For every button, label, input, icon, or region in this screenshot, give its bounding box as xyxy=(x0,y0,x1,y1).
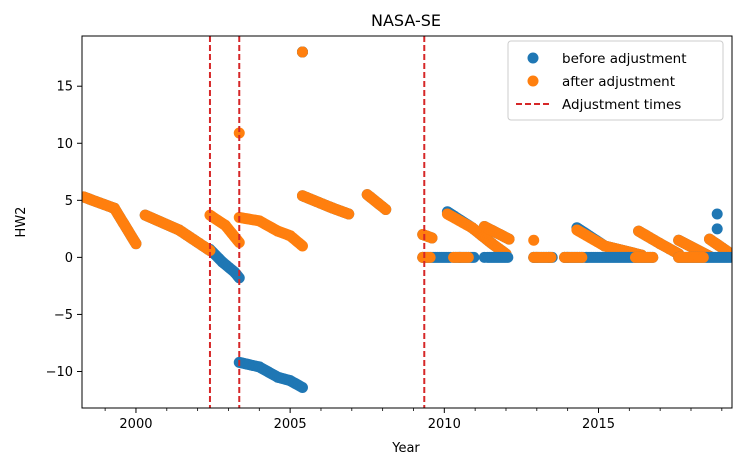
x-tick-label: 2000 xyxy=(119,417,152,432)
data-point xyxy=(130,238,142,250)
y-axis-label: HW2 xyxy=(14,207,29,238)
data-point xyxy=(424,251,436,263)
data-point xyxy=(545,251,557,263)
legend-marker-before xyxy=(527,52,539,64)
marks-layer xyxy=(82,46,732,393)
x-tick-label: 2005 xyxy=(274,417,307,432)
x-tick-label: 2010 xyxy=(428,417,461,432)
adjustment-lines-layer xyxy=(208,36,426,408)
data-point xyxy=(204,245,216,257)
legend: before adjustment after adjustment Adjus… xyxy=(507,40,724,121)
zero-cluster xyxy=(417,251,732,263)
x-tick-label: 2015 xyxy=(582,417,615,432)
y-tick-label: 5 xyxy=(65,194,73,209)
x-axis-label: Year xyxy=(391,441,420,456)
y-tick-label: 0 xyxy=(65,251,73,266)
legend-box xyxy=(507,40,724,121)
data-point xyxy=(296,46,308,58)
legend-label-after: after adjustment xyxy=(562,74,675,90)
data-point xyxy=(380,203,392,215)
y-tick-label: 15 xyxy=(56,80,73,95)
data-point xyxy=(296,381,308,393)
chart-title: NASA-SE xyxy=(371,11,441,30)
data-point xyxy=(503,233,515,245)
y-tick-label: −10 xyxy=(46,365,73,380)
y-tick-label: 10 xyxy=(56,137,73,152)
data-point xyxy=(528,234,540,246)
y-tick-label: −5 xyxy=(54,308,73,323)
data-point xyxy=(233,237,245,249)
data-point xyxy=(233,272,245,284)
data-point xyxy=(462,251,474,263)
data-point xyxy=(426,232,438,244)
x-axis: 2000 2005 2010 2015 xyxy=(104,408,723,432)
data-point xyxy=(576,251,588,263)
y-axis: −10 −5 0 5 10 15 xyxy=(46,80,82,380)
legend-label-adjustment: Adjustment times xyxy=(562,97,681,113)
plot-frame xyxy=(81,35,733,409)
data-point xyxy=(233,127,245,139)
data-point xyxy=(296,240,308,252)
legend-marker-after xyxy=(527,75,539,87)
data-point xyxy=(724,251,732,263)
data-point xyxy=(647,251,659,263)
data-point xyxy=(502,251,514,263)
data-point xyxy=(697,251,709,263)
data-point xyxy=(711,223,723,235)
data-point xyxy=(343,208,355,220)
legend-label-before: before adjustment xyxy=(562,51,687,67)
data-point xyxy=(711,208,723,220)
